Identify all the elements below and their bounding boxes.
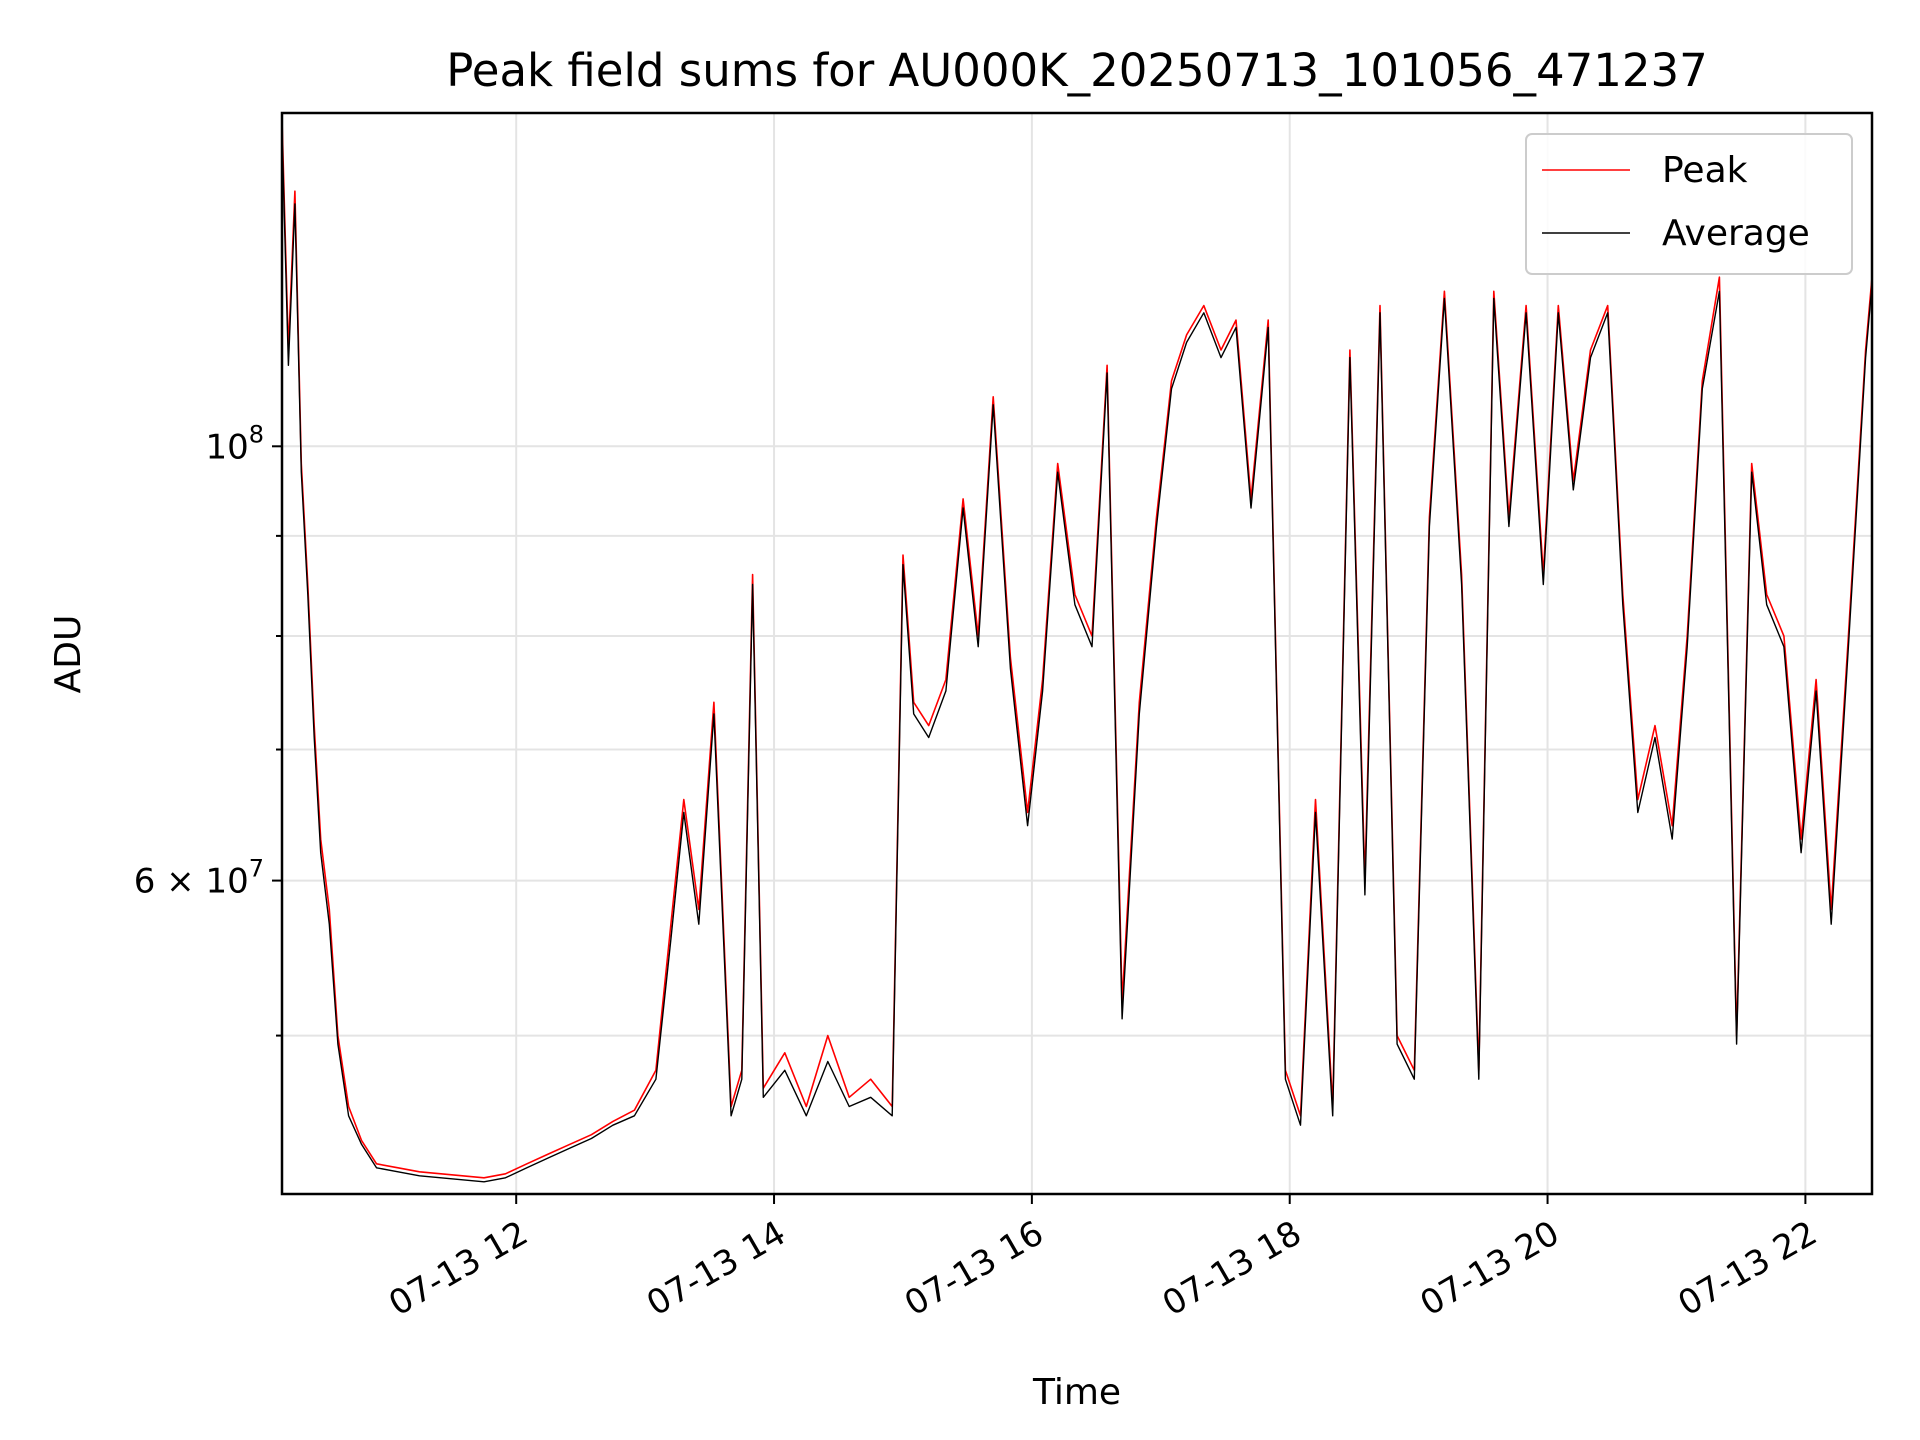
series-lines <box>281 118 1873 1183</box>
legend-box <box>1525 133 1853 275</box>
x-tick-label-3: 07-13 18 <box>1156 1213 1308 1324</box>
x-axis-ticks: 07-13 12 07-13 14 07-13 16 07-13 18 07-13 20… <box>382 1194 1824 1324</box>
chart-title: Peak field sums for AU000K_20250713_1010… <box>446 44 1708 97</box>
grid-lines <box>282 113 1872 1194</box>
x-axis-label: Time <box>1032 1372 1121 1413</box>
series-line-peak <box>281 118 1873 1179</box>
legend: Peak Average <box>1525 133 1853 275</box>
y-axis-label: ADU <box>48 615 89 694</box>
x-tick-label-5: 07-13 22 <box>1671 1213 1823 1324</box>
series-line-average <box>281 130 1873 1183</box>
x-tick-label-1: 07-13 14 <box>640 1213 792 1324</box>
y-tick-label-0: 108 <box>205 420 264 467</box>
y-axis-ticks: 108 6 × 107 <box>134 420 282 1037</box>
x-tick-label-2: 07-13 16 <box>898 1213 1050 1324</box>
x-tick-label-0: 07-13 12 <box>382 1213 534 1324</box>
plot-area-frame <box>280 111 1874 1196</box>
legend-label-peak: Peak <box>1662 150 1748 191</box>
legend-label-average: Average <box>1662 213 1810 254</box>
x-tick-label-4: 07-13 20 <box>1414 1213 1566 1324</box>
y-tick-label-1: 6 × 107 <box>134 855 264 902</box>
